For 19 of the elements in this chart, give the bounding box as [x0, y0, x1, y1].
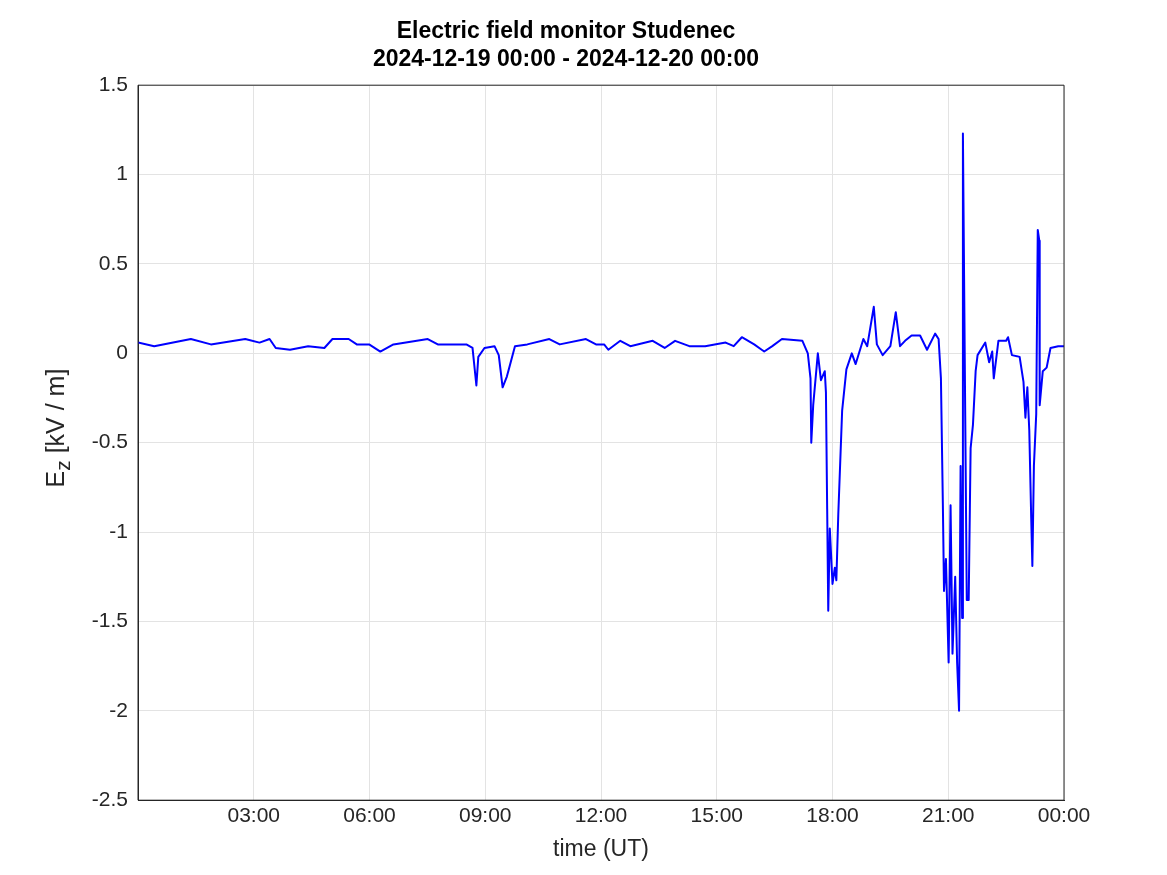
y-tick-label: 0.5: [98, 250, 128, 274]
y-tick-label: 1.5: [98, 72, 128, 95]
y-tick-label: 1: [116, 161, 128, 185]
x-tick-label: 00:00: [1037, 802, 1091, 826]
x-tick-label: 21:00: [921, 802, 975, 826]
y-tick-label: -0.5: [91, 429, 128, 453]
y-tick-label: -2: [109, 697, 128, 721]
x-tick-label: 15:00: [690, 802, 744, 826]
x-axis-title: time (UT): [553, 834, 649, 861]
x-tick-label: 03:00: [227, 802, 281, 826]
y-tick-label: -1: [109, 518, 128, 542]
y-tick-label: -2.5: [91, 787, 128, 810]
chart-title: Electric field monitor Studenec 2024-12-19 00:00 - 2024-12-20 00:00: [372, 17, 760, 71]
x-tick-label: 18:00: [806, 802, 859, 826]
x-tick-label: 09:00: [458, 802, 512, 826]
y-tick-label: -1.5: [91, 608, 128, 632]
y-tick-label: 0: [116, 340, 128, 364]
x-tick-label: 06:00: [343, 802, 396, 826]
x-tick-label: 12:00: [574, 802, 628, 826]
